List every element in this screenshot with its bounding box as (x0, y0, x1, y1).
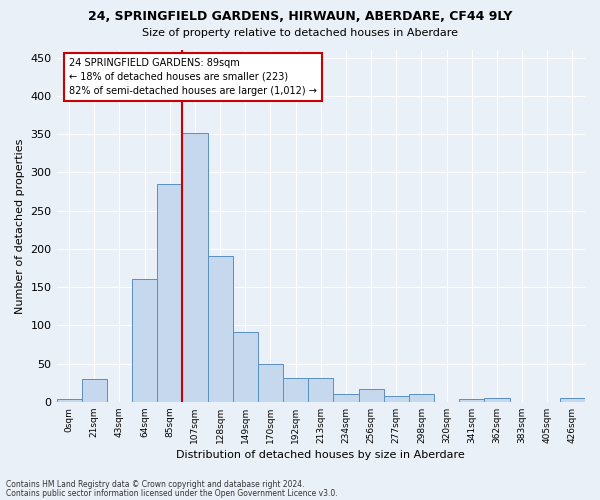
Bar (283, 378, 308, 402)
Text: Size of property relative to detached houses in Aberdare: Size of property relative to detached ho… (142, 28, 458, 38)
Bar (409, 394, 434, 402)
Bar (182, 134, 208, 402)
Bar (459, 399, 484, 402)
Bar (560, 398, 585, 402)
Bar (132, 278, 157, 402)
Bar (82, 379, 107, 402)
Bar (258, 364, 283, 402)
Bar (233, 332, 258, 402)
Text: Contains HM Land Registry data © Crown copyright and database right 2024.: Contains HM Land Registry data © Crown c… (6, 480, 305, 489)
Bar (359, 389, 383, 402)
Bar (308, 378, 334, 402)
Bar (334, 394, 359, 402)
Bar (157, 184, 182, 402)
Bar (208, 256, 233, 402)
Text: 24 SPRINGFIELD GARDENS: 89sqm
← 18% of detached houses are smaller (223)
82% of : 24 SPRINGFIELD GARDENS: 89sqm ← 18% of d… (69, 58, 317, 96)
Bar (484, 398, 509, 402)
Text: Contains public sector information licensed under the Open Government Licence v3: Contains public sector information licen… (6, 488, 338, 498)
Bar (56, 399, 82, 402)
Text: 24, SPRINGFIELD GARDENS, HIRWAUN, ABERDARE, CF44 9LY: 24, SPRINGFIELD GARDENS, HIRWAUN, ABERDA… (88, 10, 512, 23)
Y-axis label: Number of detached properties: Number of detached properties (15, 138, 25, 314)
Bar (383, 396, 409, 402)
X-axis label: Distribution of detached houses by size in Aberdare: Distribution of detached houses by size … (176, 450, 465, 460)
